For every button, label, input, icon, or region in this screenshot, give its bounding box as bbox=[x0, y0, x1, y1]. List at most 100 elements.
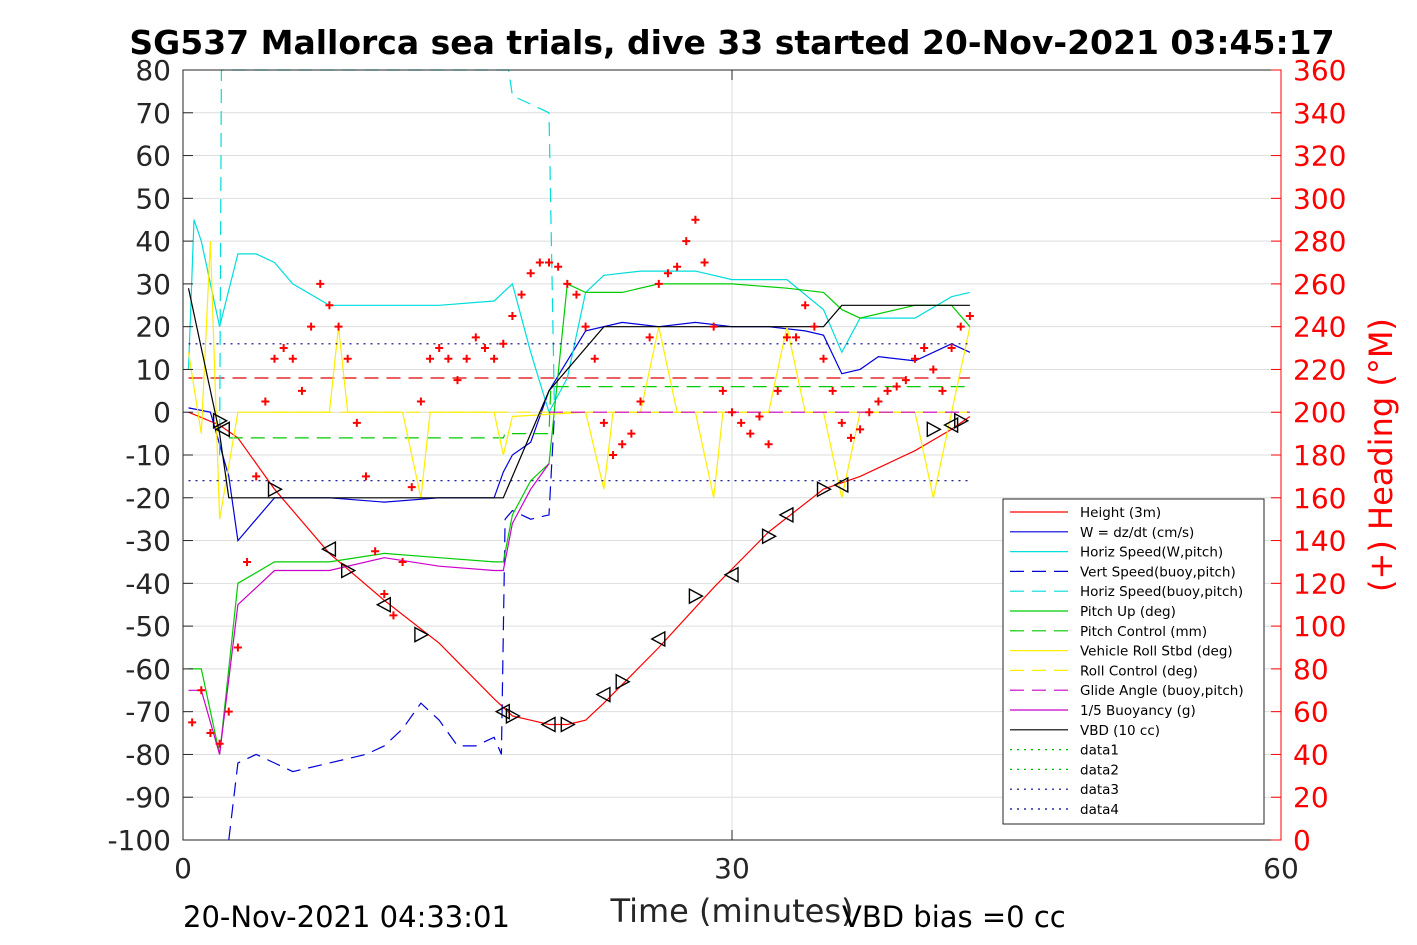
heading-marker bbox=[526, 269, 535, 278]
y-tick-label-left: 80 bbox=[135, 54, 171, 87]
legend-label: data1 bbox=[1080, 743, 1119, 759]
series-line-vehicle-roll-stbd-deg bbox=[187, 241, 971, 520]
triangle-marker bbox=[954, 412, 970, 429]
triangle-marker bbox=[214, 421, 230, 438]
triangle-marker bbox=[414, 626, 430, 643]
right-axis-label: (+) Heading (°M) bbox=[1362, 318, 1400, 592]
heading-marker bbox=[956, 322, 965, 331]
y-tick-label-left: 60 bbox=[135, 140, 171, 173]
heading-marker bbox=[709, 322, 718, 331]
series-line-1-5-buoyancy-g bbox=[188, 463, 550, 755]
y-tick-label-right: 140 bbox=[1293, 525, 1346, 558]
x-tick-label: 0 bbox=[174, 852, 192, 885]
heading-marker bbox=[480, 344, 489, 353]
x-axis-label: Time (minutes) bbox=[610, 892, 854, 930]
legend-label: Glide Angle (buoy,pitch) bbox=[1080, 683, 1244, 699]
triangle-marker bbox=[505, 707, 521, 725]
heading-marker bbox=[929, 365, 938, 374]
heading-marker bbox=[517, 290, 526, 299]
y-tick-label-right: 240 bbox=[1293, 311, 1346, 344]
heading-marker bbox=[252, 472, 261, 481]
heading-marker bbox=[965, 311, 974, 320]
triangle-marker bbox=[267, 481, 283, 498]
heading-marker bbox=[801, 301, 810, 310]
y-tick-label-right: 160 bbox=[1293, 482, 1346, 515]
heading-marker bbox=[389, 611, 398, 620]
heading-marker bbox=[654, 279, 663, 288]
heading-marker bbox=[901, 376, 910, 385]
y-tick-label-left: -30 bbox=[125, 525, 171, 558]
series-line-pitch-control-mm bbox=[228, 386, 970, 439]
heading-marker bbox=[362, 472, 370, 481]
heading-marker bbox=[563, 279, 572, 288]
heading-marker bbox=[435, 344, 444, 353]
triangle-marker bbox=[816, 481, 832, 498]
y-tick-label-left: 20 bbox=[135, 311, 171, 344]
y-tick-label-right: 100 bbox=[1293, 610, 1346, 643]
triangle-marker bbox=[595, 686, 611, 703]
heading-marker bbox=[371, 547, 380, 556]
heading-marker bbox=[297, 386, 306, 395]
y-tick-label-right: 60 bbox=[1293, 696, 1329, 729]
legend-label: 1/5 Buoyancy (g) bbox=[1080, 703, 1196, 719]
y-tick-label-right: 80 bbox=[1293, 653, 1329, 686]
triangle-marker bbox=[212, 412, 229, 429]
triangle-marker bbox=[540, 716, 556, 733]
heading-marker bbox=[307, 322, 316, 331]
heading-marker bbox=[810, 322, 819, 331]
legend: Height (3m) W = dz/dt (cm/s) Horiz Speed(W… bbox=[1002, 498, 1265, 825]
heading-marker bbox=[508, 311, 517, 320]
y-tick-label-left: -40 bbox=[125, 567, 171, 600]
y-tick-label-right: 200 bbox=[1293, 396, 1346, 429]
heading-marker bbox=[609, 451, 618, 459]
y-tick-label-left: 10 bbox=[135, 353, 171, 386]
heading-marker bbox=[416, 397, 425, 406]
heading-marker bbox=[407, 483, 416, 492]
heading-marker bbox=[380, 590, 389, 599]
y-tick-label-left: 50 bbox=[135, 182, 171, 215]
x-tick-label: 60 bbox=[1263, 852, 1299, 885]
y-tick-label-left: -90 bbox=[125, 781, 171, 814]
y-tick-label-right: 40 bbox=[1293, 738, 1329, 771]
legend-label: Pitch Control (mm) bbox=[1080, 624, 1207, 640]
heading-marker bbox=[819, 354, 828, 363]
x-tick-label: 30 bbox=[714, 852, 750, 885]
heading-marker bbox=[270, 354, 279, 363]
triangle-marker bbox=[650, 630, 666, 648]
legend-label: Vert Speed(buoy,pitch) bbox=[1080, 564, 1236, 580]
triangle-marker bbox=[320, 540, 337, 558]
y-tick-label-left: -100 bbox=[107, 824, 171, 857]
heading-marker bbox=[233, 643, 242, 652]
heading-marker bbox=[828, 386, 837, 395]
legend-label: VBD (10 cc) bbox=[1080, 723, 1160, 739]
y-tick-label-left: 70 bbox=[135, 97, 171, 130]
heading-marker bbox=[462, 354, 471, 363]
y-tick-label-right: 220 bbox=[1293, 353, 1346, 386]
series-line-pitch-up-deg bbox=[188, 283, 971, 755]
heading-marker bbox=[782, 333, 791, 342]
y-tick-label-right: 260 bbox=[1293, 268, 1346, 301]
heading-marker bbox=[224, 707, 233, 716]
heading-marker bbox=[206, 729, 215, 738]
legend-label: W = dz/dt (cm/s) bbox=[1080, 525, 1194, 541]
heading-marker bbox=[554, 262, 563, 271]
heading-marker bbox=[590, 354, 599, 363]
heading-marker bbox=[352, 418, 361, 427]
triangle-marker bbox=[494, 703, 510, 720]
heading-marker bbox=[471, 333, 480, 342]
series-line-vert-speed-buoy-pitch bbox=[228, 412, 556, 841]
heading-marker bbox=[764, 440, 773, 449]
y-tick-label-right: 360 bbox=[1293, 54, 1346, 87]
heading-marker bbox=[444, 354, 453, 363]
triangle-marker bbox=[833, 476, 849, 494]
footer-vbd-bias: VBD bias =0 cc bbox=[842, 900, 1066, 934]
triangle-marker bbox=[560, 716, 576, 733]
heading-marker bbox=[334, 322, 343, 331]
heading-marker bbox=[773, 386, 782, 395]
heading-marker bbox=[856, 425, 865, 434]
heading-marker bbox=[215, 739, 224, 748]
legend-label: Height (3m) bbox=[1080, 505, 1161, 521]
y-tick-label-right: 20 bbox=[1293, 781, 1329, 814]
y-tick-label-right: 120 bbox=[1293, 567, 1346, 600]
heading-marker bbox=[279, 344, 288, 353]
